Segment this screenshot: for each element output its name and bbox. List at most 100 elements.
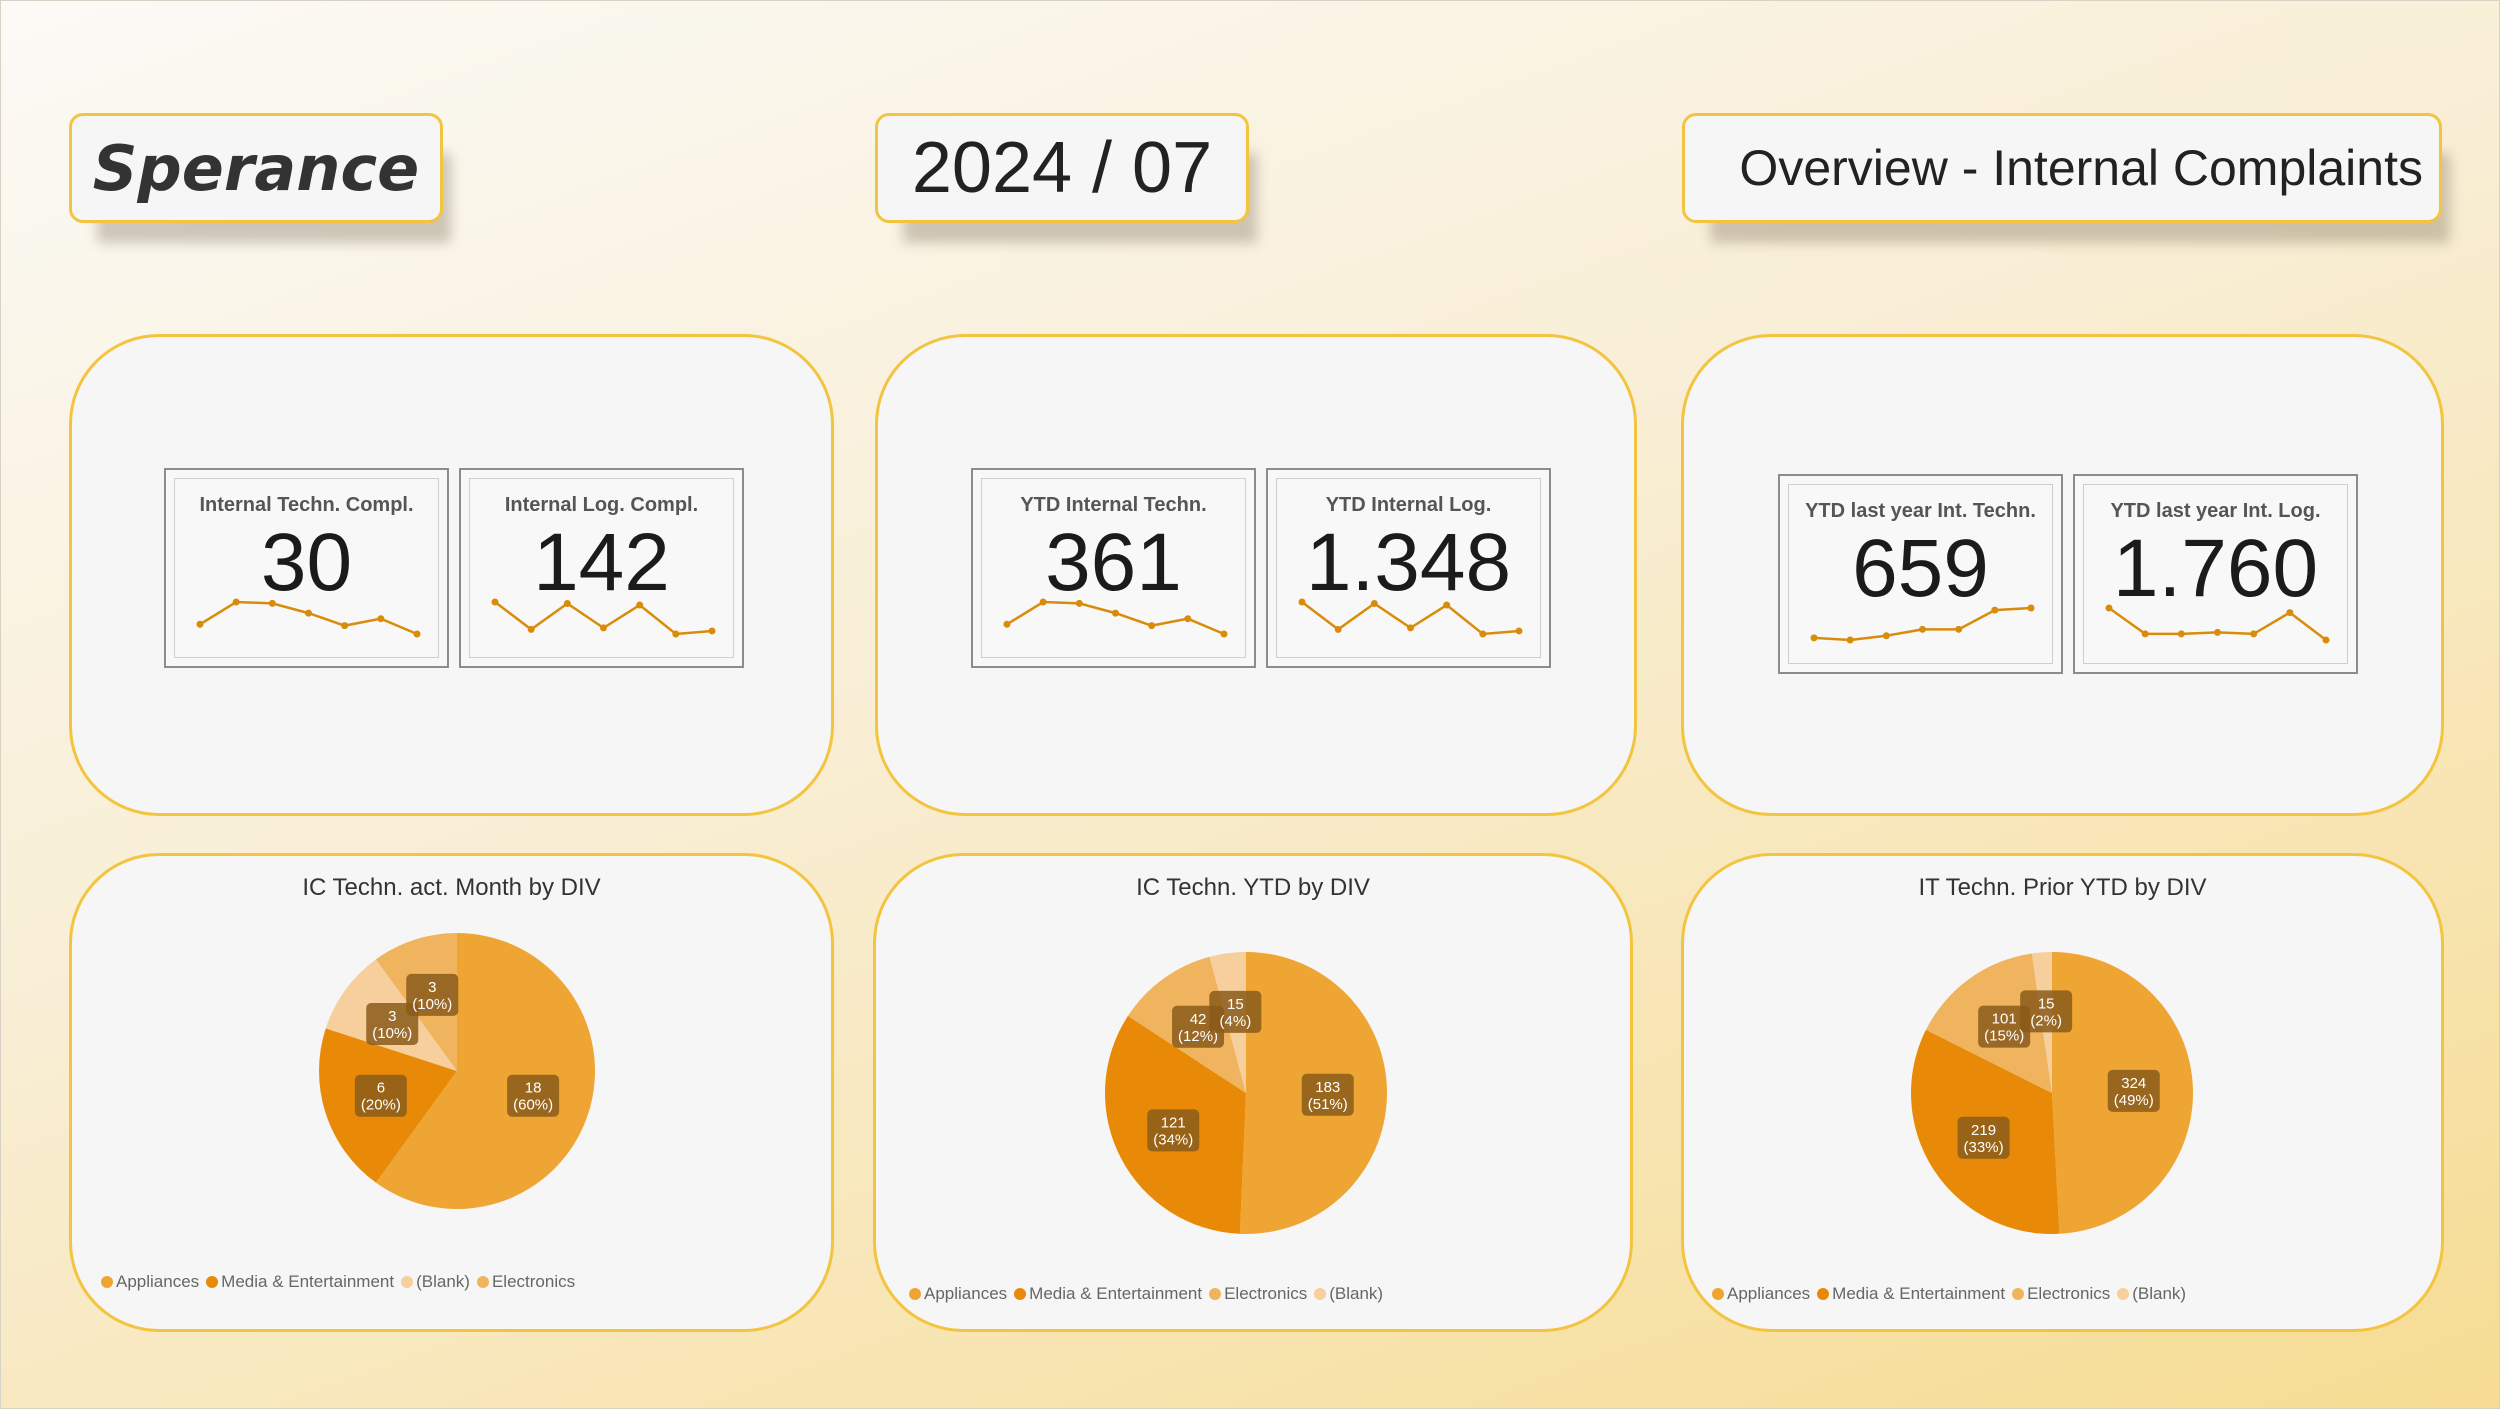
kpi-value: 1.760	[2112, 523, 2319, 614]
legend-dot-icon	[1014, 1288, 1027, 1300]
legend-item[interactable]: Media & Entertainment	[206, 1272, 394, 1292]
legend-dot-icon	[401, 1276, 414, 1288]
sparkline-point	[491, 598, 499, 606]
legend-dot-icon	[206, 1276, 219, 1288]
legend-item[interactable]: Appliances	[1712, 1284, 1810, 1304]
sparkline-point	[1846, 636, 1854, 644]
kpi-card-border	[1788, 484, 2053, 664]
pie-label-percent: (20%)	[361, 1097, 401, 1114]
sparkline-point	[1220, 630, 1228, 638]
legend-dot-icon	[101, 1276, 113, 1288]
legend-label: Appliances	[924, 1284, 1008, 1303]
pie-data-label: 3(10%)	[406, 973, 459, 1016]
pie-label-value: 183	[1315, 1079, 1340, 1096]
kpi-label: YTD last year Int. Techn.	[1805, 500, 2036, 522]
kpi-label: YTD last year Int. Log.	[2110, 500, 2321, 522]
kpi-card-border	[2083, 484, 2348, 664]
legend-dot-icon	[476, 1276, 489, 1288]
sparkline-point	[1479, 630, 1487, 638]
legend-item[interactable]: Appliances	[909, 1284, 1007, 1304]
sparkline-point	[232, 598, 240, 606]
legend-item[interactable]: (Blank)	[2117, 1284, 2186, 1304]
sparkline	[2105, 604, 2330, 644]
legend-dot-icon	[1314, 1288, 1327, 1300]
sparkline	[491, 598, 716, 638]
legend-item[interactable]: Media & Entertainment	[1817, 1284, 2005, 1304]
legend-label: (Blank)	[1329, 1284, 1384, 1303]
pie-data-label: 324(49%)	[2107, 1069, 2160, 1112]
legend-item[interactable]: Electronics	[476, 1272, 576, 1292]
chart-legend: Appliances Media & Entertainment (Blank) El…	[101, 1272, 575, 1292]
sparkline	[196, 598, 421, 638]
sparkline-point	[268, 599, 276, 607]
kpi-card-last-year-techn[interactable]: YTD last year Int. Techn. 659	[1778, 474, 2063, 674]
legend-item[interactable]: (Blank)	[1314, 1284, 1383, 1304]
pie-data-label: 219(33%)	[1957, 1116, 2010, 1159]
sparkline-point	[2177, 630, 2185, 638]
legend-dot-icon	[1817, 1288, 1830, 1300]
sparkline-point	[1443, 601, 1451, 609]
pie-data-label: 6(20%)	[354, 1074, 407, 1117]
pie-chart[interactable]: 18(60%)6(20%)3(10%)3(10%)	[312, 926, 602, 1216]
legend-dot-icon	[1712, 1288, 1724, 1300]
sparkline-point	[1810, 634, 1818, 642]
kpi-card-internal-log[interactable]: Internal Log. Compl. 142	[459, 468, 744, 668]
sparkline-point	[1075, 599, 1083, 607]
kpi-value: 361	[1045, 517, 1182, 608]
sparkline-point	[1991, 606, 1999, 614]
chart-title: IC Techn. act. Month by DIV	[302, 874, 601, 901]
kpi-card-ytd-techn[interactable]: YTD Internal Techn. 361	[971, 468, 1256, 668]
sparkline-point	[2105, 604, 2113, 612]
legend-item[interactable]: Electronics	[1209, 1284, 1307, 1304]
pie-label-percent: (34%)	[1153, 1131, 1193, 1148]
pie-label-percent: (10%)	[372, 1025, 412, 1042]
pie-label-value: 6	[377, 1080, 385, 1097]
legend-label: Electronics	[491, 1272, 576, 1291]
pie-label-value: 18	[525, 1080, 542, 1097]
sparkline-point	[708, 627, 716, 635]
legend-item[interactable]: Appliances	[101, 1272, 199, 1292]
page-title: Overview - Internal Complaints	[1682, 113, 2442, 223]
pie-label-value: 101	[1992, 1011, 2017, 1028]
pie-panel-ytd: IC Techn. YTD by DIV 183 (51%) 121 (34%) 42(…	[873, 853, 1633, 1332]
sparkline-point	[527, 625, 535, 633]
pie-label-value: 15	[1227, 996, 1244, 1013]
sparkline-point	[1298, 598, 1306, 606]
pie-chart[interactable]: 324(49%)219(33%)101(15%)15(2%)	[1907, 948, 2197, 1238]
kpi-label: Internal Log. Compl.	[504, 494, 699, 516]
sparkline-point	[2322, 636, 2330, 644]
legend-dot-icon	[2117, 1288, 2130, 1300]
kpi-card-border	[174, 478, 439, 658]
sparkline-point	[377, 615, 385, 623]
sparkline-point	[2027, 604, 2035, 612]
chart-legend: Appliances Media & Entertainment Electroni…	[1712, 1284, 2186, 1304]
sparkline-point	[413, 630, 421, 638]
kpi-card-ytd-log[interactable]: YTD Internal Log. 1.348	[1266, 468, 1551, 668]
pie-label-percent: (49%)	[2114, 1092, 2154, 1109]
pie-chart[interactable]: 183(51%)121(34%)42(12%)15(4%)	[1101, 948, 1391, 1238]
pie-label-percent: (4%)	[1220, 1013, 1252, 1030]
pie-label-value: 219	[1971, 1122, 1996, 1139]
kpi-value: 142	[533, 517, 670, 608]
legend-item[interactable]: Media & Entertainment	[1014, 1284, 1202, 1304]
pie-slice	[375, 933, 595, 1209]
kpi-card-internal-techn[interactable]: Internal Techn. Compl. 30	[164, 468, 449, 668]
sparkline-point	[2214, 628, 2221, 636]
legend-label: Media & Entertainment	[1029, 1284, 1203, 1303]
pie-label-percent: (33%)	[1964, 1139, 2004, 1156]
kpi-card-last-year-log[interactable]: YTD last year Int. Log. 1.760	[2073, 474, 2358, 674]
sparkline-point	[2141, 630, 2149, 638]
pie-label-value: 15	[2038, 995, 2055, 1012]
pie-data-label: 183(51%)	[1301, 1073, 1354, 1116]
legend-label: (Blank)	[2132, 1284, 2187, 1303]
sparkline-point	[1882, 632, 1890, 640]
sparkline-point	[2286, 609, 2294, 617]
legend-item[interactable]: Electronics	[2012, 1284, 2110, 1304]
legend-item[interactable]: (Blank)	[401, 1272, 470, 1292]
pie-data-label: 121(34%)	[1147, 1109, 1200, 1152]
pie-label-percent: (51%)	[1308, 1096, 1348, 1113]
chart-legend: Appliances Media & Entertainment Electroni…	[909, 1284, 1383, 1304]
sparkline	[1003, 598, 1228, 638]
pie-panel-month: IC Techn. act. Month by DIV 18 (60%) 6 (20%…	[69, 853, 834, 1332]
pie-label-value: 3	[388, 1008, 396, 1025]
